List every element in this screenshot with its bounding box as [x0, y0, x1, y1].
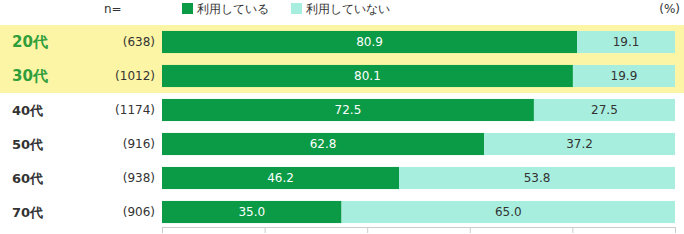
tick-mark [367, 227, 368, 233]
tick-mark [675, 227, 676, 233]
sample-size-header: n= [104, 2, 122, 16]
category-label: 50代 [12, 137, 43, 152]
chart: 利用している 利用していない n= (%) 20代 (638) 30代 (1012) 40代 (1… [0, 0, 684, 234]
data-label: 46.2 [267, 171, 294, 185]
bars [162, 31, 675, 223]
bar [534, 99, 675, 121]
bar [162, 167, 399, 189]
data-label: 19.1 [613, 35, 640, 49]
data-label: 27.5 [591, 103, 618, 117]
data-label: 80.9 [356, 35, 383, 49]
data-label: 80.1 [354, 69, 381, 83]
category-label: 40代 [12, 103, 43, 118]
sample-size-label: (638) [123, 35, 155, 49]
sample-size-label: (1174) [115, 103, 155, 117]
data-labels: 80.9 80.1 72.5 62.8 46.2 35.0 19.1 19.9 27.5 37.2… [238, 35, 639, 219]
legend-swatch [182, 3, 193, 14]
bar [162, 99, 534, 121]
data-label: 72.5 [335, 103, 362, 117]
bar [573, 65, 675, 87]
data-label: 35.0 [238, 205, 265, 219]
legend-label: 利用していない [306, 2, 390, 16]
legend: 利用している 利用していない [182, 2, 390, 16]
category-label: 20代 [12, 33, 48, 51]
tick-mark [265, 227, 266, 233]
x-axis [163, 227, 676, 233]
tick [572, 227, 573, 233]
tick-mark [162, 227, 163, 233]
tick [265, 227, 266, 233]
bar [162, 201, 342, 223]
tick [470, 227, 471, 233]
bar [399, 167, 675, 189]
sample-size-label: (916) [123, 137, 155, 151]
bar [342, 201, 675, 223]
tick-mark [470, 227, 471, 233]
data-label: 19.9 [611, 69, 638, 83]
data-label: 65.0 [495, 205, 522, 219]
bar [162, 65, 573, 87]
data-label: 62.8 [310, 137, 337, 151]
highlight-band [0, 25, 684, 93]
sample-size-label: (938) [123, 171, 155, 185]
data-label: 37.2 [566, 137, 593, 151]
bar [162, 31, 577, 53]
bar [162, 133, 484, 155]
tick [367, 227, 368, 233]
legend-swatch [291, 3, 302, 14]
tick [675, 227, 676, 233]
sample-size-label: (906) [123, 205, 155, 219]
category-label: 30代 [12, 67, 48, 85]
category-label: 70代 [12, 205, 43, 220]
legend-label: 利用している [197, 2, 269, 16]
data-label: 53.8 [524, 171, 551, 185]
axis-line [163, 227, 676, 228]
sample-size-label: (1012) [115, 69, 155, 83]
tick [162, 227, 163, 233]
bar [577, 31, 675, 53]
category-label: 60代 [12, 171, 43, 186]
unit-label: (%) [659, 2, 680, 16]
tick-mark [572, 227, 573, 233]
bar [484, 133, 675, 155]
